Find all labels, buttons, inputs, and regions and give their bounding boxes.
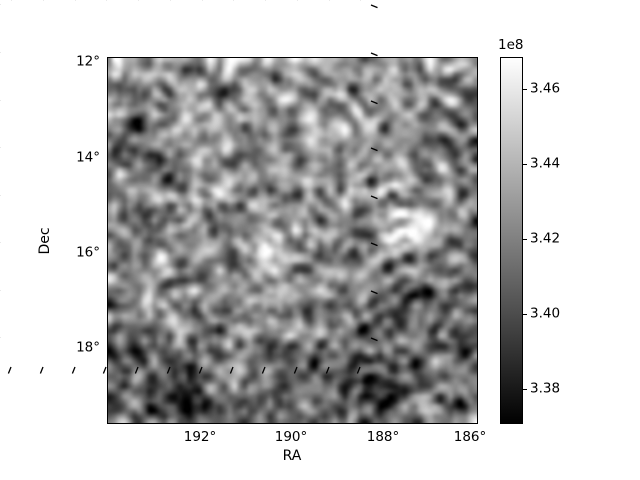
- dec-tick-label: 18°: [76, 339, 100, 356]
- colorbar-frame: [500, 57, 523, 424]
- ra-tick-label: 186°: [453, 429, 487, 445]
- ra-tick-label: 190°: [274, 429, 308, 445]
- colorbar-tick-label: 3.44: [530, 155, 561, 172]
- colorbar-tick-mark: [523, 89, 527, 91]
- colorbar-tick-mark: [523, 239, 527, 241]
- ra-tick-label: 188°: [366, 429, 400, 445]
- y-axis-label: Dec: [37, 227, 53, 255]
- colorbar-tick-mark: [523, 314, 527, 316]
- colorbar-tick-label: 3.38: [530, 380, 561, 397]
- colorbar-gradient: [500, 57, 523, 424]
- colorbar-tick-mark: [523, 389, 527, 391]
- dec-tick-label: 14°: [76, 149, 100, 166]
- colorbar-tick-label: 3.42: [530, 230, 561, 247]
- x-axis-label: RA: [282, 448, 302, 464]
- sky-map-axes[interactable]: [107, 57, 478, 424]
- sky-image: [107, 57, 478, 424]
- dec-tick-label: 16°: [76, 244, 100, 261]
- colorbar-offset-text: 1e8: [498, 37, 524, 53]
- colorbar-tick-label: 3.40: [530, 305, 561, 322]
- colorbar-tick-label: 3.46: [530, 80, 561, 97]
- ra-tick-label: 192°: [183, 429, 217, 445]
- colorbar-tick-mark: [523, 164, 527, 166]
- dec-tick-label: 12°: [76, 53, 100, 70]
- colorbar[interactable]: 3.46 3.44 3.42 3.40 3.38: [500, 57, 560, 424]
